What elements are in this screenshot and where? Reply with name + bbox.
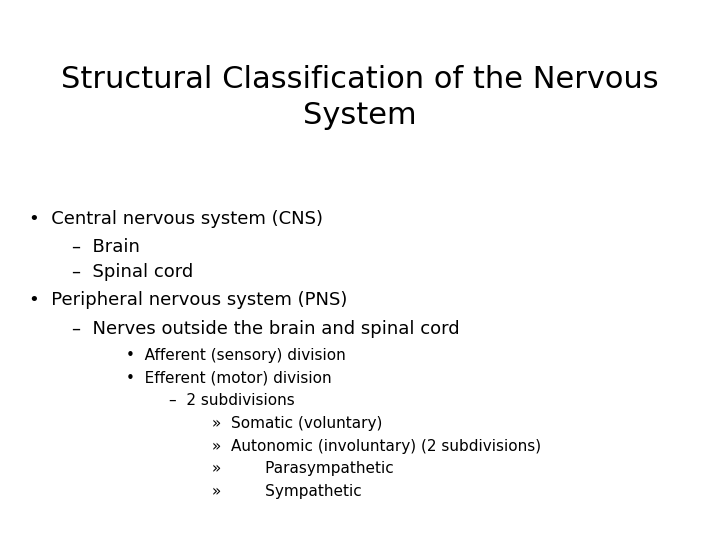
Text: •  Peripheral nervous system (PNS): • Peripheral nervous system (PNS): [29, 291, 347, 309]
Text: »         Sympathetic: » Sympathetic: [212, 484, 362, 499]
Text: •  Efferent (motor) division: • Efferent (motor) division: [126, 370, 332, 386]
Text: •  Central nervous system (CNS): • Central nervous system (CNS): [29, 210, 323, 228]
Text: •  Afferent (sensory) division: • Afferent (sensory) division: [126, 348, 346, 363]
Text: »  Autonomic (involuntary) (2 subdivisions): » Autonomic (involuntary) (2 subdivision…: [212, 438, 541, 454]
Text: –  Nerves outside the brain and spinal cord: – Nerves outside the brain and spinal co…: [72, 320, 459, 339]
Text: »         Parasympathetic: » Parasympathetic: [212, 461, 394, 476]
Text: Structural Classification of the Nervous
System: Structural Classification of the Nervous…: [61, 65, 659, 130]
Text: –  Spinal cord: – Spinal cord: [72, 263, 193, 281]
Text: »  Somatic (voluntary): » Somatic (voluntary): [212, 416, 383, 431]
Text: –  Brain: – Brain: [72, 238, 140, 256]
Text: –  2 subdivisions: – 2 subdivisions: [169, 393, 295, 408]
